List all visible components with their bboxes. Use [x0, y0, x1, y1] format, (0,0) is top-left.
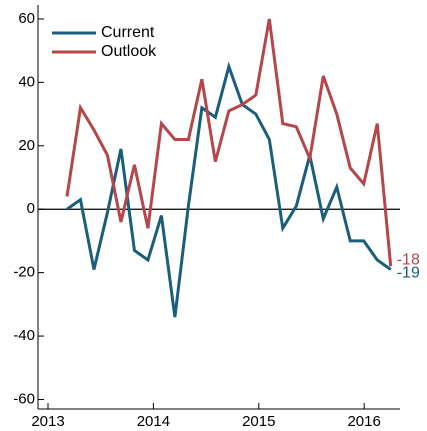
- x-tick-label: 2015: [242, 413, 275, 430]
- y-tick-label: 60: [18, 10, 35, 27]
- y-tick-label: -40: [13, 327, 35, 344]
- y-tick-label: -20: [13, 264, 35, 281]
- line: [66, 61, 392, 318]
- y-tick-label: 40: [18, 73, 35, 90]
- legend-label: Outlook: [101, 43, 157, 60]
- end-label: -19: [397, 265, 420, 282]
- y-tick-label: -60: [13, 390, 35, 407]
- x-tick-label: 2013: [31, 413, 64, 430]
- x-tick-label: 2016: [347, 413, 380, 430]
- y-tick-label: 0: [27, 200, 35, 217]
- legend-label: Current: [101, 24, 155, 41]
- x-tick-label: 2014: [137, 413, 170, 430]
- line: [65, 18, 393, 267]
- end-label: -18: [397, 252, 420, 269]
- y-tick-label: 20: [18, 137, 35, 154]
